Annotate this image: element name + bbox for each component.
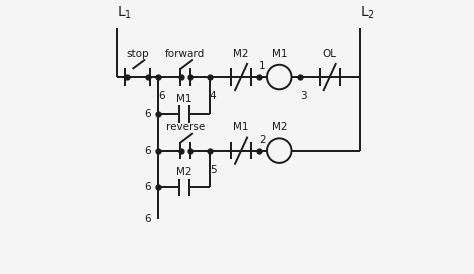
Text: 3: 3	[300, 91, 306, 101]
Text: M1: M1	[233, 122, 249, 132]
Text: M2: M2	[272, 122, 287, 132]
Text: 1: 1	[259, 61, 265, 71]
Text: M1: M1	[272, 49, 287, 59]
Text: 6: 6	[145, 214, 151, 224]
Text: 5: 5	[210, 165, 216, 175]
Text: 6: 6	[158, 91, 164, 101]
Text: L$_1$: L$_1$	[117, 5, 132, 21]
Text: M1: M1	[176, 94, 191, 104]
Text: 6: 6	[145, 182, 151, 192]
Text: 4: 4	[210, 91, 216, 101]
Text: M2: M2	[233, 49, 249, 59]
Text: 6: 6	[145, 145, 151, 156]
Text: 6: 6	[145, 109, 151, 119]
Text: 2: 2	[259, 135, 265, 145]
Text: L$_2$: L$_2$	[360, 5, 375, 21]
Text: stop: stop	[126, 49, 149, 59]
Text: OL: OL	[323, 49, 337, 59]
Text: forward: forward	[165, 49, 205, 59]
Text: M2: M2	[176, 167, 191, 178]
Text: reverse: reverse	[165, 122, 205, 132]
